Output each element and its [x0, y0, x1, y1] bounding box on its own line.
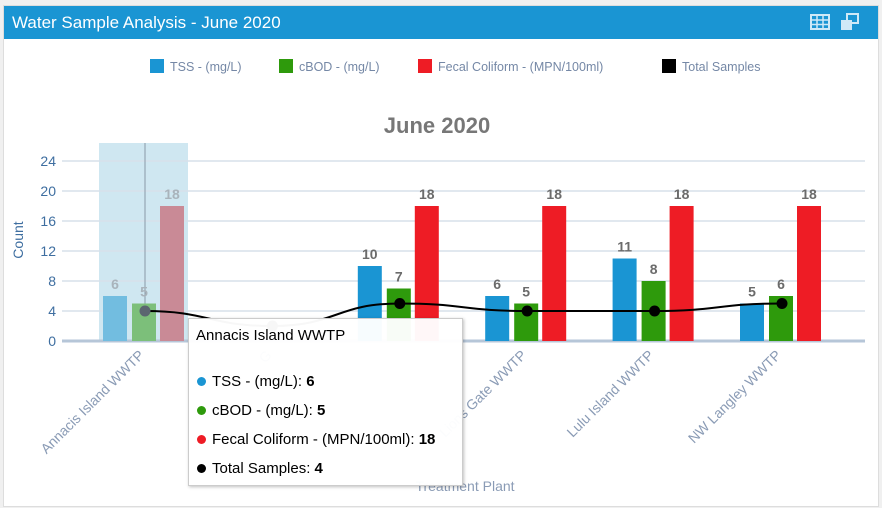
- y-tick-label: 16: [40, 213, 56, 229]
- data-label: 7: [395, 269, 403, 285]
- bar: [103, 296, 127, 341]
- chart-title: June 2020: [384, 113, 490, 138]
- x-tick-label: Lulu Island WWTP: [563, 347, 656, 440]
- data-label: 6: [777, 276, 785, 292]
- y-tick-label: 20: [40, 183, 56, 199]
- legend-swatch: [150, 59, 164, 73]
- data-label: 5: [522, 284, 530, 300]
- tooltip-row-fecal: Fecal Coliform - (MPN/100ml): 18: [197, 431, 435, 448]
- data-label: 6: [111, 276, 119, 292]
- data-label: 5: [748, 284, 756, 300]
- tooltip-row-tss: TSS - (mg/L): 6: [197, 373, 315, 390]
- legend-item: Total Samples: [682, 60, 761, 74]
- cbod-dot-icon: [197, 406, 206, 415]
- bar: [740, 303, 764, 341]
- tss-dot-icon: [197, 377, 206, 386]
- y-tick-label: 8: [48, 273, 56, 289]
- tooltip-row-cbod: cBOD - (mg/L): 5: [197, 402, 325, 419]
- tooltip-title: Annacis Island WWTP: [196, 327, 346, 344]
- y-tick-label: 24: [40, 153, 56, 169]
- data-label: 18: [801, 186, 817, 202]
- data-label: 6: [493, 276, 501, 292]
- line-point: [649, 305, 661, 317]
- data-label: 18: [419, 186, 435, 202]
- data-label: 18: [164, 186, 180, 202]
- bar: [542, 206, 567, 341]
- data-label: 10: [362, 246, 378, 262]
- data-label: 18: [546, 186, 562, 202]
- tooltip-label: cBOD - (mg/L):: [212, 402, 318, 419]
- line-point: [139, 305, 151, 317]
- tooltip-value: 5: [317, 402, 326, 419]
- y-axis-label: Count: [10, 221, 26, 258]
- tooltip-label: Fecal Coliform - (MPN/100ml):: [212, 431, 419, 448]
- x-tick-label: NW Langley WWTP: [685, 347, 784, 446]
- legend-swatch: [418, 59, 432, 73]
- panel-header: Water Sample Analysis - June 2020: [4, 6, 878, 39]
- legend-swatch: [662, 59, 676, 73]
- line-point: [394, 298, 406, 309]
- x-tick-label: Annacis Island WWTP: [37, 347, 147, 457]
- tooltip-label: TSS - (mg/L):: [212, 373, 307, 390]
- data-label: 18: [674, 186, 690, 202]
- y-tick-label: 0: [48, 333, 56, 349]
- fecal-dot-icon: [197, 435, 206, 444]
- y-tick-label: 12: [40, 243, 56, 259]
- legend-swatch: [279, 59, 293, 73]
- table-icon[interactable]: [810, 13, 830, 31]
- bar: [485, 296, 510, 341]
- legend-item: TSS - (mg/L): [170, 60, 242, 74]
- tooltip: Annacis Island WWTP TSS - (mg/L): 6 cBOD…: [188, 318, 463, 486]
- tooltip-value: 18: [418, 431, 436, 448]
- data-label: 11: [617, 239, 632, 255]
- samples-dot-icon: [197, 464, 206, 473]
- tooltip-label: Total Samples:: [212, 460, 315, 477]
- panel-title: Water Sample Analysis - June 2020: [12, 13, 281, 32]
- tooltip-value: 6: [306, 373, 315, 390]
- bar: [669, 206, 694, 341]
- y-tick-label: 4: [48, 303, 56, 319]
- bar: [797, 206, 821, 341]
- bar: [160, 206, 184, 341]
- line-point: [521, 305, 533, 317]
- tooltip-row-samples: Total Samples: 4: [197, 460, 323, 477]
- bar: [612, 258, 637, 341]
- data-label: 5: [140, 284, 148, 300]
- legend-item: cBOD - (mg/L): [299, 60, 380, 74]
- line-point: [776, 298, 788, 309]
- popout-icon[interactable]: [840, 13, 860, 31]
- data-label: 8: [650, 261, 658, 277]
- tooltip-value: 4: [314, 460, 323, 477]
- legend-item: Fecal Coliform - (MPN/100ml): [438, 60, 603, 74]
